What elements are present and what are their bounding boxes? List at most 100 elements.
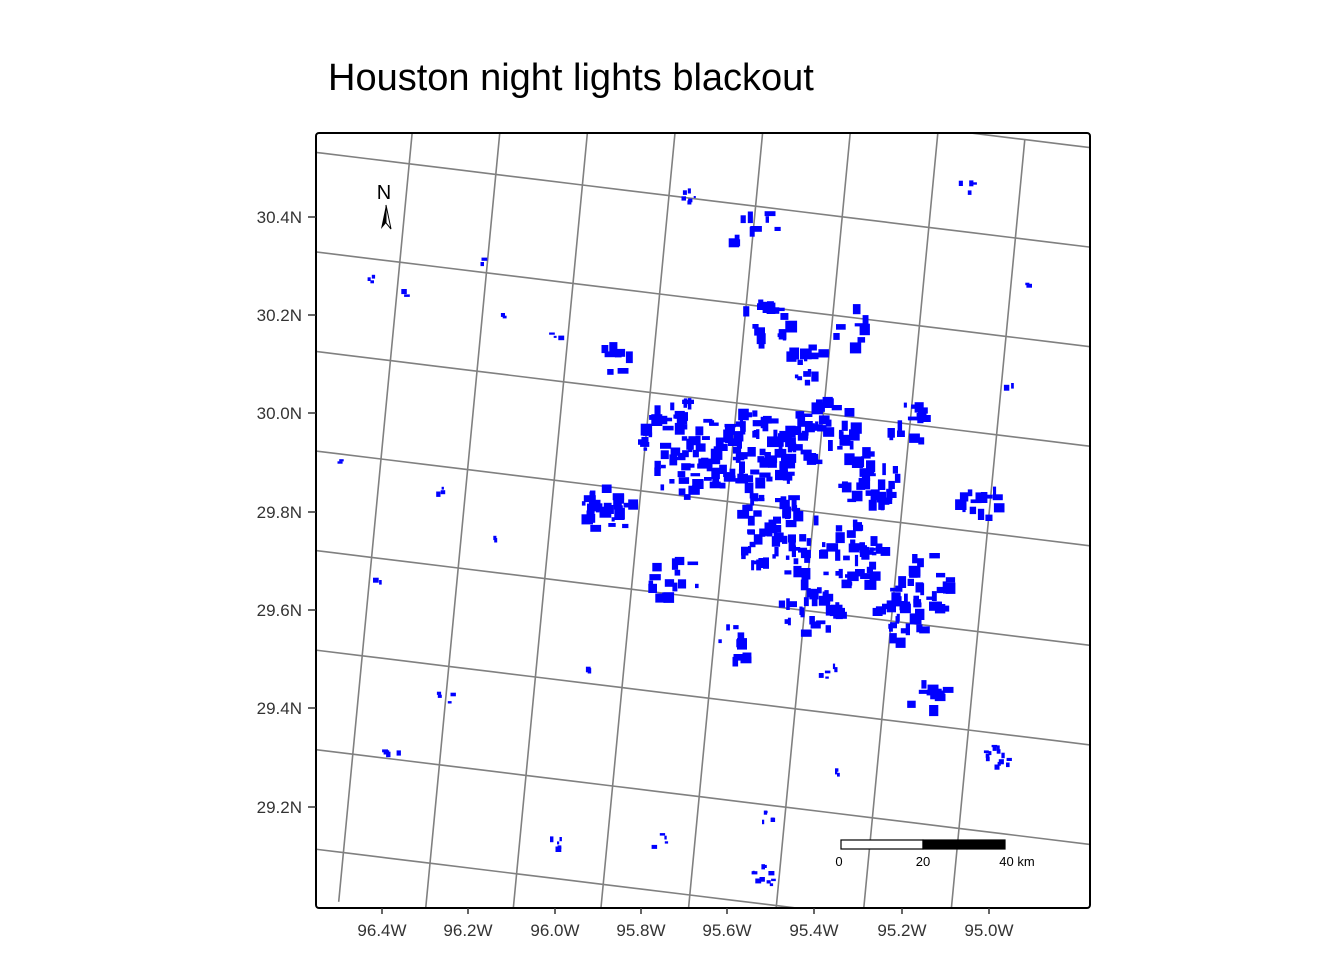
map-frame bbox=[315, 132, 1091, 909]
blackout-patch bbox=[738, 469, 744, 478]
blackout-patch bbox=[746, 504, 753, 512]
blackout-patch bbox=[886, 600, 896, 613]
blackout-patch bbox=[502, 315, 507, 319]
blackout-patch bbox=[797, 376, 803, 381]
parallel-line bbox=[316, 151, 1090, 248]
blackout-patch bbox=[839, 429, 843, 435]
blackout-patch bbox=[743, 412, 753, 418]
blackout-patch bbox=[749, 226, 755, 237]
blackout-patch bbox=[911, 404, 919, 409]
blackout-patch bbox=[818, 349, 829, 358]
blackout-patch bbox=[747, 211, 753, 224]
blackout-patch bbox=[587, 668, 592, 674]
blackout-patch bbox=[785, 513, 791, 520]
blackout-patch bbox=[787, 534, 796, 543]
blackout-patch bbox=[660, 450, 669, 460]
blackout-patch bbox=[721, 465, 724, 473]
blackout-patch bbox=[880, 501, 884, 511]
blackout-patch bbox=[662, 425, 674, 431]
blackout-patch bbox=[915, 582, 924, 593]
blackout-patch bbox=[998, 759, 1004, 765]
blackout-patch bbox=[918, 437, 925, 445]
blackout-patch bbox=[824, 593, 834, 602]
blackout-patch bbox=[916, 624, 923, 633]
blackout-patch bbox=[904, 593, 908, 604]
blackout-patch bbox=[687, 188, 691, 194]
blackout-patch bbox=[889, 491, 897, 498]
blackout-patch bbox=[945, 582, 956, 594]
blackout-patch bbox=[850, 422, 862, 434]
blackout-patch bbox=[766, 880, 771, 884]
blackout-patch bbox=[687, 200, 692, 205]
blackout-patch bbox=[881, 497, 890, 505]
blackout-patch bbox=[800, 432, 809, 439]
blackout-patch bbox=[723, 475, 736, 482]
blackout-patch bbox=[733, 431, 744, 442]
blackout-patch bbox=[759, 528, 766, 537]
blackout-patch bbox=[868, 499, 877, 511]
blackout-patch bbox=[764, 452, 771, 461]
blackout-patch bbox=[801, 568, 811, 580]
blackout-patch bbox=[683, 424, 688, 430]
blackout-patch bbox=[737, 632, 745, 642]
blackout-patch bbox=[758, 299, 764, 309]
blackout-patch bbox=[785, 520, 797, 528]
blackout-patch bbox=[815, 421, 819, 428]
blackout-patch bbox=[934, 604, 946, 614]
blackout-patch bbox=[996, 745, 1000, 751]
blackout-patch bbox=[734, 234, 740, 240]
blackout-patch bbox=[665, 417, 673, 422]
blackout-patch bbox=[824, 670, 831, 674]
blackout-patch bbox=[663, 592, 675, 603]
blackout-patch bbox=[711, 467, 720, 480]
parallel-line bbox=[316, 748, 1090, 846]
blackout-patch bbox=[447, 701, 452, 704]
lon-tick-label: 95.2W bbox=[877, 921, 926, 940]
blackout-patch bbox=[751, 560, 755, 571]
blackout-patch bbox=[993, 503, 1005, 513]
blackout-patch bbox=[854, 323, 864, 327]
blackout-patch bbox=[875, 547, 886, 554]
blackout-patch bbox=[737, 638, 747, 650]
lat-axis: 30.4N 30.2N 30.0N 29.8N 29.6N 29.4N 29.2… bbox=[257, 208, 316, 817]
blackout-patch bbox=[813, 515, 819, 526]
blackout-patch bbox=[754, 327, 765, 336]
blackout-patch bbox=[771, 878, 776, 882]
blackout-patch bbox=[785, 555, 790, 560]
blackout-patch bbox=[764, 522, 770, 533]
blackout-patch bbox=[690, 473, 701, 477]
blackout-patch bbox=[785, 320, 798, 333]
blackout-patch bbox=[591, 503, 603, 512]
blackout-patch bbox=[750, 494, 755, 506]
blackout-patch bbox=[753, 430, 760, 435]
blackout-patch bbox=[926, 596, 935, 600]
blackout-patch bbox=[756, 333, 766, 345]
blackout-patch bbox=[750, 469, 760, 475]
blackout-patch bbox=[975, 492, 982, 502]
blackout-patch bbox=[677, 579, 687, 589]
blackout-patch bbox=[769, 455, 778, 463]
scale-bar-segment-black bbox=[922, 839, 1006, 850]
blackout-patch bbox=[371, 274, 376, 279]
lon-tick-label: 95.6W bbox=[702, 921, 751, 940]
blackout-patch bbox=[934, 693, 946, 702]
blackout-patch bbox=[760, 416, 767, 429]
blackout-patch bbox=[864, 579, 877, 590]
blackout-patch bbox=[784, 453, 797, 463]
blackout-patch bbox=[681, 436, 688, 441]
blackout-patch bbox=[712, 475, 720, 483]
blackout-patch bbox=[850, 539, 856, 550]
blackout-patch bbox=[450, 692, 456, 697]
blackout-patch bbox=[858, 477, 871, 490]
blackout-patch bbox=[558, 335, 565, 341]
blackout-patch bbox=[603, 502, 612, 510]
blackout-patch bbox=[942, 581, 947, 593]
blackout-patch bbox=[682, 450, 689, 458]
blackout-patch bbox=[774, 226, 781, 231]
blackout-patch bbox=[785, 471, 795, 476]
blackout-patch bbox=[907, 416, 917, 420]
blackout-patch bbox=[787, 601, 797, 608]
blackout-patch bbox=[919, 626, 930, 634]
blackout-patch bbox=[753, 534, 763, 545]
blackout-patch bbox=[793, 510, 804, 522]
